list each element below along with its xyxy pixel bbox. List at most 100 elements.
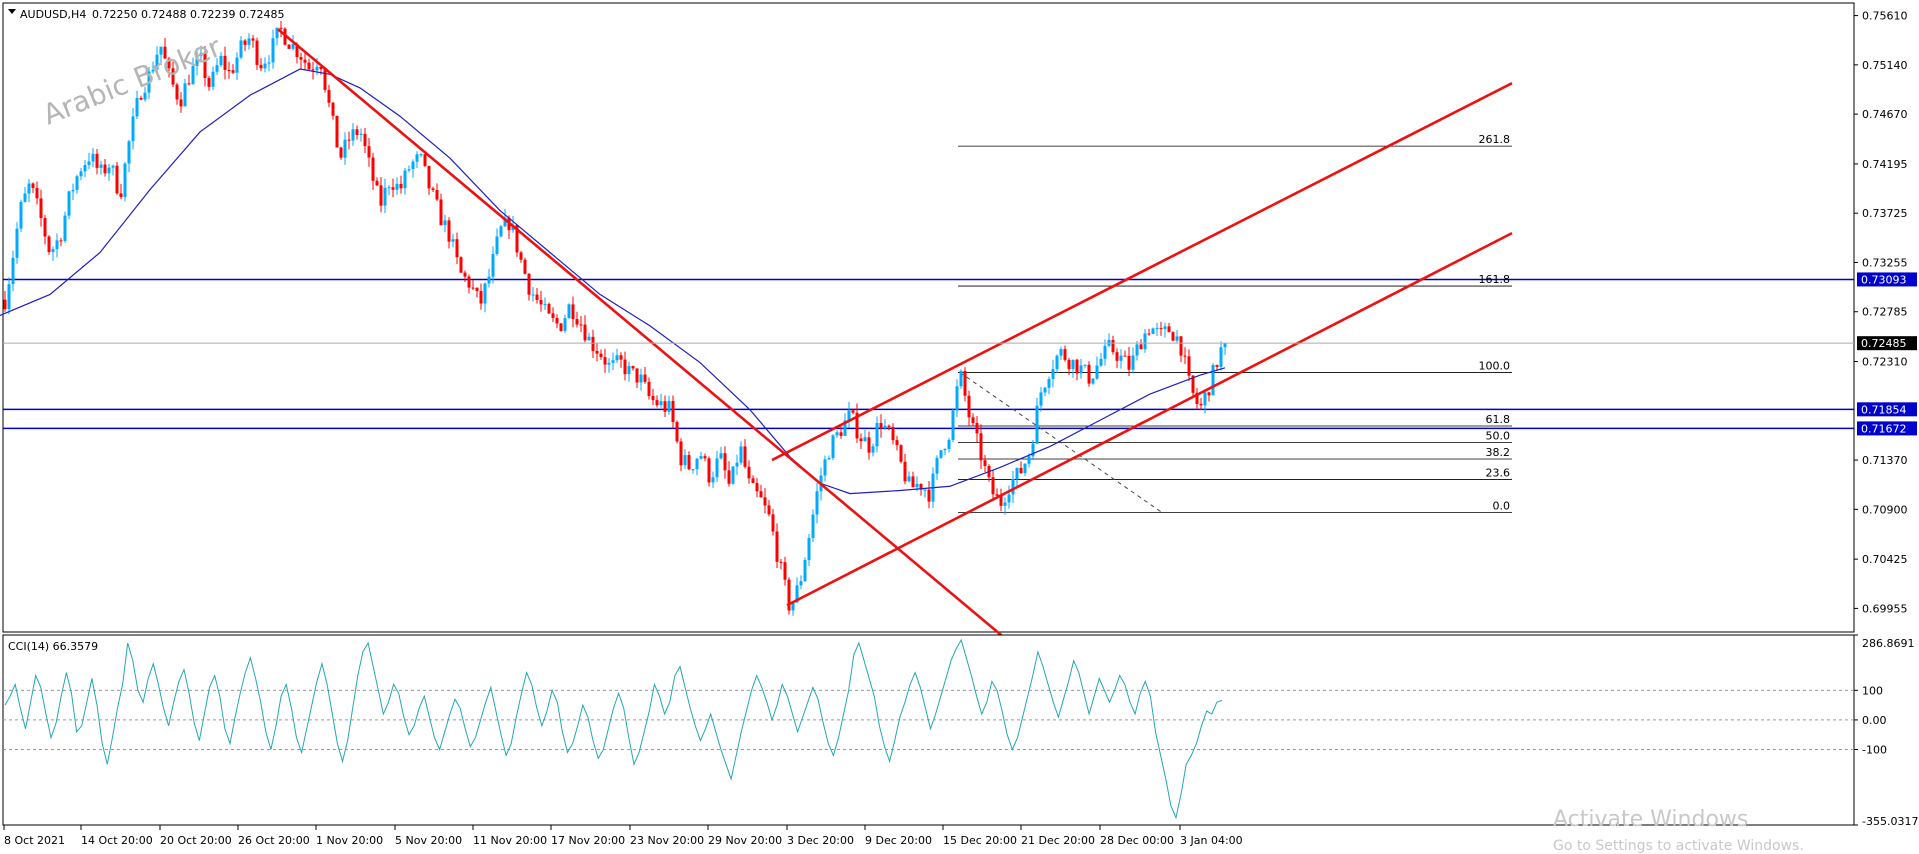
bear-candle — [363, 133, 367, 147]
bull-candle — [803, 559, 807, 582]
bear-candle — [223, 55, 227, 70]
bull-candle — [23, 193, 27, 202]
time-tick-label: 3 Jan 04:00 — [1180, 834, 1243, 847]
bear-candle — [571, 304, 575, 320]
bear-candle — [171, 68, 175, 85]
bear-candle — [547, 304, 551, 314]
bear-candle — [47, 236, 51, 252]
bear-candle — [755, 483, 759, 492]
bear-candle — [971, 417, 975, 424]
cci-panel[interactable]: CCI(14) 66.3579 — [2, 634, 1855, 826]
bull-candle — [407, 169, 411, 171]
bull-candle — [343, 139, 347, 158]
bear-candle — [707, 458, 711, 483]
bear-candle — [231, 70, 235, 73]
bear-candle — [467, 276, 471, 288]
bear-candle — [427, 165, 431, 189]
bear-candle — [975, 423, 979, 434]
bear-candle — [675, 422, 679, 442]
bull-candle — [719, 453, 723, 459]
time-tick-label: 17 Nov 20:00 — [551, 834, 625, 847]
bear-candle — [307, 62, 311, 70]
time-tick-label: 11 Nov 20:00 — [473, 834, 547, 847]
bull-candle — [1003, 502, 1007, 506]
bull-candle — [107, 167, 111, 174]
bear-candle — [783, 562, 787, 580]
bear-candle — [647, 381, 651, 396]
bull-candle — [531, 294, 535, 296]
time-tick-label: 15 Dec 20:00 — [943, 834, 1017, 847]
bull-candle — [403, 170, 407, 189]
bull-candle — [195, 56, 199, 67]
bull-candle — [683, 455, 687, 466]
bull-candle — [199, 52, 203, 57]
bull-candle — [1031, 443, 1035, 457]
bear-candle — [551, 313, 555, 318]
bear-candle — [1139, 344, 1143, 350]
cci-axis[interactable]: 286.8691 100 0.00 -100 -355.0317 — [1854, 634, 1918, 828]
trendline — [786, 231, 1513, 607]
time-tick-label: 26 Oct 20:00 — [238, 834, 310, 847]
price-tick-label: 0.72310 — [1862, 356, 1908, 369]
bull-candle — [387, 187, 391, 189]
time-axis[interactable]: 8 Oct 2021 14 Oct 20:00 20 Oct 20:00 26 Oct… — [3, 824, 1854, 847]
bull-candle — [183, 83, 187, 107]
bull-candle — [315, 66, 319, 71]
fib-level-label: 38.2 — [1486, 446, 1511, 459]
bull-candle — [1091, 378, 1095, 384]
bear-candle — [459, 257, 463, 273]
bear-candle — [703, 456, 707, 459]
bull-candle — [739, 446, 743, 463]
bear-candle — [727, 470, 731, 484]
price-tick-label: 0.73725 — [1862, 207, 1908, 220]
bear-candle — [227, 69, 231, 71]
bear-candle — [339, 147, 343, 158]
fib-level-label: 100.0 — [1479, 360, 1511, 373]
bear-candle — [311, 69, 315, 71]
price-panel[interactable]: 261.8 161.8 100.0 61.8 50.0 38.2 23.6 0.0 — [0, 2, 1855, 644]
bear-candle — [515, 225, 519, 253]
bull-candle — [1099, 358, 1103, 366]
bear-candle — [983, 460, 987, 467]
bull-candle — [1163, 326, 1167, 329]
bear-candle — [187, 83, 191, 85]
bear-candle — [115, 165, 119, 194]
bear-candle — [775, 531, 779, 562]
bear-candle — [991, 477, 995, 495]
time-tick-label: 29 Nov 20:00 — [708, 834, 782, 847]
bear-candle — [1207, 392, 1211, 396]
price-axis[interactable]: 0.75610 0.75140 0.74670 0.74195 0.73725 0.732… — [1854, 10, 1908, 616]
bear-candle — [575, 319, 579, 325]
bull-candle — [499, 226, 503, 237]
bull-candle — [91, 153, 95, 162]
level-price-tags: 0.73093 0.71854 0.71672 — [1857, 272, 1917, 436]
fib-level-label: 23.6 — [1486, 466, 1511, 479]
bear-candle — [579, 324, 583, 326]
bear-candle — [375, 180, 379, 186]
bull-candle — [491, 253, 495, 277]
fibonacci-diagonal — [959, 372, 1163, 513]
price-panel-frame — [2, 2, 1855, 633]
fib-level-label: 261.8 — [1479, 133, 1511, 146]
bear-candle — [583, 324, 587, 341]
bear-candle — [879, 423, 883, 429]
bear-candle — [399, 183, 403, 189]
bear-candle — [895, 440, 899, 446]
cci-tick-label: 100 — [1862, 684, 1883, 697]
price-tick-label: 0.72785 — [1862, 306, 1908, 319]
bull-candle — [567, 304, 571, 319]
bull-candle — [695, 458, 699, 470]
bull-candle — [823, 459, 827, 476]
bear-candle — [431, 188, 435, 190]
bull-candle — [735, 462, 739, 467]
chevron-down-icon[interactable] — [8, 9, 16, 14]
level-tag-text: 0.73093 — [1861, 273, 1907, 286]
bear-candle — [619, 355, 623, 360]
bear-candle — [1187, 356, 1191, 376]
bull-candle — [1223, 343, 1227, 348]
bull-candle — [359, 133, 363, 135]
time-tick-label: 14 Oct 20:00 — [81, 834, 153, 847]
bear-candle — [603, 357, 607, 365]
bear-candle — [455, 239, 459, 258]
